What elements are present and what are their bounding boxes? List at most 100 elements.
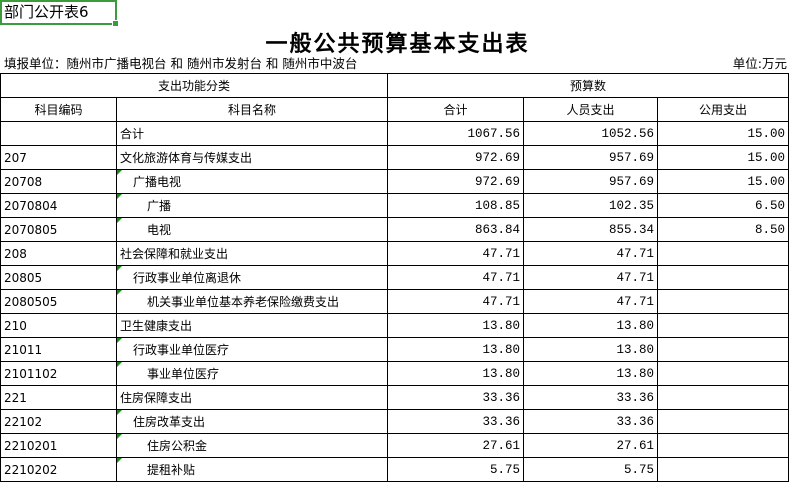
cell-total[interactable]: 33.36 [387, 385, 525, 410]
header-name[interactable]: 科目名称 [115, 97, 389, 122]
cell-public[interactable] [657, 385, 790, 410]
cell-name[interactable]: 合计 [115, 121, 389, 146]
cell-personnel[interactable]: 5.75 [523, 457, 659, 482]
budget-table: 支出功能分类 预算数 科目编码 科目名称 合计 人员支出 公用支出 合计 1067… [0, 73, 790, 482]
cell-personnel[interactable]: 47.71 [523, 289, 659, 314]
cell-code[interactable]: 2210201 [0, 433, 117, 458]
error-indicator-icon [117, 290, 122, 295]
cell-total[interactable]: 27.61 [387, 433, 525, 458]
table-row: 2210201 住房公积金 27.61 27.61 [0, 433, 790, 458]
cell-code[interactable]: 21011 [0, 337, 117, 362]
cell-total[interactable]: 13.80 [387, 313, 525, 338]
cell-public[interactable] [657, 409, 790, 434]
cell-personnel[interactable]: 102.35 [523, 193, 659, 218]
cell-name[interactable]: 机关事业单位基本养老保险缴费支出 [115, 289, 389, 314]
cell-personnel[interactable]: 1052.56 [523, 121, 659, 146]
cell-name[interactable]: 广播 [115, 193, 389, 218]
cell-code[interactable]: 207 [0, 145, 117, 170]
table-row: 2101102 事业单位医疗 13.80 13.80 [0, 361, 790, 386]
cell-code[interactable]: 210 [0, 313, 117, 338]
cell-code[interactable]: 20805 [0, 265, 117, 290]
cell-name[interactable]: 住房改革支出 [115, 409, 389, 434]
cell-code[interactable]: 2210202 [0, 457, 117, 482]
table-row: 20805 行政事业单位离退休 47.71 47.71 [0, 265, 790, 290]
cell-name[interactable]: 电视 [115, 217, 389, 242]
cell-name[interactable]: 行政事业单位离退休 [115, 265, 389, 290]
cell-public[interactable] [657, 313, 790, 338]
cell-name[interactable]: 广播电视 [115, 169, 389, 194]
header-public[interactable]: 公用支出 [657, 97, 790, 122]
header-total[interactable]: 合计 [387, 97, 525, 122]
cell-public[interactable]: 15.00 [657, 169, 790, 194]
cell-personnel[interactable]: 13.80 [523, 337, 659, 362]
cell-name[interactable]: 社会保障和就业支出 [115, 241, 389, 266]
cell-total[interactable]: 108.85 [387, 193, 525, 218]
cell-total[interactable]: 47.71 [387, 265, 525, 290]
cell-total[interactable]: 13.80 [387, 361, 525, 386]
cell-name[interactable]: 提租补贴 [115, 457, 389, 482]
page-title: 一般公共预算基本支出表 [265, 31, 530, 57]
cell-public[interactable] [657, 337, 790, 362]
cell-public[interactable]: 15.00 [657, 145, 790, 170]
cell-code[interactable]: 20708 [0, 169, 117, 194]
error-indicator-icon [117, 362, 122, 367]
cell-personnel[interactable]: 33.36 [523, 409, 659, 434]
cell-total[interactable]: 972.69 [387, 145, 525, 170]
cell-code[interactable]: 2101102 [0, 361, 117, 386]
cell-personnel[interactable]: 957.69 [523, 145, 659, 170]
cell-code[interactable]: 221 [0, 385, 117, 410]
error-indicator-icon [117, 170, 122, 175]
cell-personnel[interactable]: 27.61 [523, 433, 659, 458]
cell-personnel[interactable]: 13.80 [523, 361, 659, 386]
cell-total[interactable]: 13.80 [387, 337, 525, 362]
cell-name[interactable]: 行政事业单位医疗 [115, 337, 389, 362]
cell-total[interactable]: 863.84 [387, 217, 525, 242]
cell-public[interactable] [657, 457, 790, 482]
cell-public[interactable] [657, 433, 790, 458]
cell-code[interactable]: 22102 [0, 409, 117, 434]
cell-code[interactable]: 2080505 [0, 289, 117, 314]
cell-personnel[interactable]: 47.71 [523, 241, 659, 266]
cell-code[interactable] [0, 121, 117, 146]
table-row: 合计 1067.56 1052.56 15.00 [0, 121, 790, 146]
cell-code[interactable]: 208 [0, 241, 117, 266]
cell-total[interactable]: 47.71 [387, 289, 525, 314]
cell-total[interactable]: 972.69 [387, 169, 525, 194]
cell-total[interactable]: 33.36 [387, 409, 525, 434]
cell-code[interactable]: 2070804 [0, 193, 117, 218]
table-row: 210 卫生健康支出 13.80 13.80 [0, 313, 790, 338]
cell-personnel[interactable]: 855.34 [523, 217, 659, 242]
cell-total[interactable]: 47.71 [387, 241, 525, 266]
cell-public[interactable] [657, 265, 790, 290]
header-function-class[interactable]: 支出功能分类 [0, 73, 389, 98]
cell-public[interactable]: 6.50 [657, 193, 790, 218]
cell-personnel[interactable]: 957.69 [523, 169, 659, 194]
table-row: 21011 行政事业单位医疗 13.80 13.80 [0, 337, 790, 362]
cell-public[interactable] [657, 241, 790, 266]
error-indicator-icon [117, 434, 122, 439]
table-row: 2070805 电视 863.84 855.34 8.50 [0, 217, 790, 242]
header-personnel[interactable]: 人员支出 [523, 97, 659, 122]
cell-public[interactable]: 8.50 [657, 217, 790, 242]
error-indicator-icon [117, 458, 122, 463]
header-code[interactable]: 科目编码 [0, 97, 117, 122]
cell-public[interactable] [657, 361, 790, 386]
cell-total[interactable]: 1067.56 [387, 121, 525, 146]
cell-name[interactable]: 住房公积金 [115, 433, 389, 458]
cell-name[interactable]: 事业单位医疗 [115, 361, 389, 386]
cell-public[interactable] [657, 289, 790, 314]
cell-personnel[interactable]: 33.36 [523, 385, 659, 410]
cell-personnel[interactable]: 13.80 [523, 313, 659, 338]
cell-public[interactable]: 15.00 [657, 121, 790, 146]
table-row: 2080505 机关事业单位基本养老保险缴费支出 47.71 47.71 [0, 289, 790, 314]
cell-name[interactable]: 文化旅游体育与传媒支出 [115, 145, 389, 170]
cell-personnel[interactable]: 47.71 [523, 265, 659, 290]
error-indicator-icon [117, 410, 122, 415]
cell-code[interactable]: 2070805 [0, 217, 117, 242]
cell-name[interactable]: 卫生健康支出 [115, 313, 389, 338]
table-row: 2210202 提租补贴 5.75 5.75 [0, 457, 790, 482]
selected-cell-sheet-label[interactable]: 部门公开表6 [0, 0, 119, 27]
cell-total[interactable]: 5.75 [387, 457, 525, 482]
header-budget[interactable]: 预算数 [387, 73, 790, 98]
cell-name[interactable]: 住房保障支出 [115, 385, 389, 410]
